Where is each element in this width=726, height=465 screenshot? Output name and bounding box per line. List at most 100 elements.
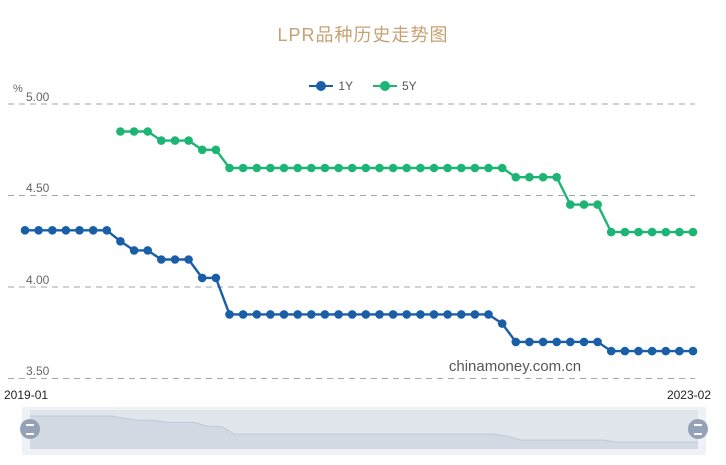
- datazoom-data-shadow: [30, 415, 698, 449]
- data-point-1Y: [484, 310, 493, 319]
- data-point-1Y: [307, 310, 316, 319]
- series-5Y[interactable]: [116, 127, 698, 237]
- data-point-1Y: [579, 337, 589, 347]
- data-point-5Y: [457, 163, 466, 173]
- data-point-5Y: [593, 200, 602, 209]
- legend-label-5y: 5Y: [402, 79, 417, 93]
- data-point-1Y: [129, 246, 139, 255]
- data-point-5Y: [566, 200, 575, 209]
- data-point-1Y: [647, 346, 657, 356]
- data-point-1Y: [320, 310, 330, 319]
- data-point-5Y: [361, 163, 371, 173]
- data-point-5Y: [552, 172, 561, 182]
- data-point-5Y: [688, 227, 698, 237]
- legend: 1Y 5Y: [0, 78, 726, 94]
- data-point-1Y: [402, 310, 412, 319]
- data-point-1Y: [552, 337, 561, 347]
- chart-title: LPR品种历史走势图: [277, 25, 449, 45]
- data-point-5Y: [184, 136, 193, 145]
- data-point-1Y: [143, 246, 152, 255]
- data-point-1Y: [48, 226, 57, 235]
- data-point-1Y: [170, 255, 180, 264]
- legend-item-1y[interactable]: 1Y: [309, 79, 353, 93]
- data-point-5Y: [429, 163, 439, 173]
- data-point-1Y: [20, 226, 30, 235]
- data-point-1Y: [429, 310, 439, 319]
- data-point-5Y: [334, 163, 343, 173]
- data-point-5Y: [170, 136, 180, 145]
- data-point-1Y: [361, 310, 371, 319]
- data-point-1Y: [661, 346, 671, 356]
- grip-lines-icon: [26, 423, 34, 435]
- data-point-1Y: [75, 226, 84, 235]
- data-point-5Y: [661, 227, 671, 237]
- data-point-5Y: [484, 163, 493, 173]
- data-point-5Y: [416, 163, 425, 173]
- data-point-1Y: [279, 310, 289, 319]
- data-point-5Y: [116, 127, 125, 136]
- chart-canvas[interactable]: [0, 0, 726, 402]
- data-point-5Y: [497, 163, 507, 173]
- data-point-5Y: [606, 227, 616, 237]
- datazoom-left-handle[interactable]: [20, 419, 40, 439]
- data-point-5Y: [511, 172, 521, 182]
- y-tick-450: 4.50: [26, 181, 50, 195]
- data-point-5Y: [293, 163, 303, 173]
- data-point-1Y: [688, 346, 698, 356]
- data-point-5Y: [634, 227, 643, 237]
- data-point-5Y: [347, 163, 357, 173]
- data-point-5Y: [675, 227, 684, 237]
- series-1Y-line: [25, 229, 693, 353]
- data-point-5Y: [443, 163, 452, 173]
- datazoom-track[interactable]: [22, 407, 706, 455]
- legend-line-dot-icon: [309, 81, 334, 91]
- data-point-5Y: [129, 127, 139, 136]
- datazoom-selected-region[interactable]: [30, 410, 698, 449]
- data-point-5Y: [470, 163, 480, 173]
- data-point-1Y: [593, 337, 602, 347]
- legend-item-5y[interactable]: 5Y: [373, 79, 417, 93]
- data-point-1Y: [388, 310, 398, 319]
- data-point-1Y: [116, 237, 125, 246]
- y-tick-400: 4.00: [26, 273, 50, 287]
- data-point-1Y: [525, 337, 534, 347]
- data-point-5Y: [538, 172, 548, 182]
- series-1Y[interactable]: [20, 226, 698, 356]
- data-point-5Y: [525, 172, 534, 182]
- data-point-1Y: [293, 310, 303, 319]
- data-point-1Y: [157, 255, 166, 264]
- data-point-5Y: [375, 163, 384, 173]
- data-point-5Y: [266, 163, 275, 173]
- data-point-1Y: [497, 319, 507, 328]
- data-point-1Y: [375, 310, 384, 319]
- data-point-5Y: [320, 163, 330, 173]
- data-point-1Y: [634, 346, 643, 356]
- data-point-5Y: [647, 227, 657, 237]
- data-point-5Y: [238, 163, 248, 173]
- data-point-5Y: [388, 163, 398, 173]
- data-point-5Y: [143, 127, 152, 136]
- data-point-5Y: [402, 163, 412, 173]
- data-point-1Y: [238, 310, 248, 319]
- grip-lines-icon: [694, 423, 702, 435]
- data-point-5Y: [620, 227, 630, 237]
- data-point-5Y: [225, 163, 234, 173]
- data-point-1Y: [470, 310, 480, 319]
- y-axis-unit: %: [13, 83, 23, 95]
- x-axis-start-label: 2019-01: [4, 388, 49, 402]
- datazoom-right-handle[interactable]: [688, 419, 708, 439]
- data-point-1Y: [538, 337, 548, 347]
- data-point-5Y: [279, 163, 289, 173]
- legend-label-1y: 1Y: [338, 79, 353, 93]
- data-point-1Y: [606, 346, 616, 356]
- data-point-5Y: [211, 145, 221, 155]
- data-point-1Y: [61, 226, 71, 235]
- data-point-1Y: [34, 226, 43, 235]
- legend-line-dot-icon: [373, 81, 397, 91]
- y-tick-350: 3.50: [26, 364, 50, 378]
- data-point-1Y: [102, 226, 112, 235]
- data-point-5Y: [157, 136, 166, 145]
- data-point-5Y: [197, 145, 207, 155]
- data-point-1Y: [443, 310, 452, 319]
